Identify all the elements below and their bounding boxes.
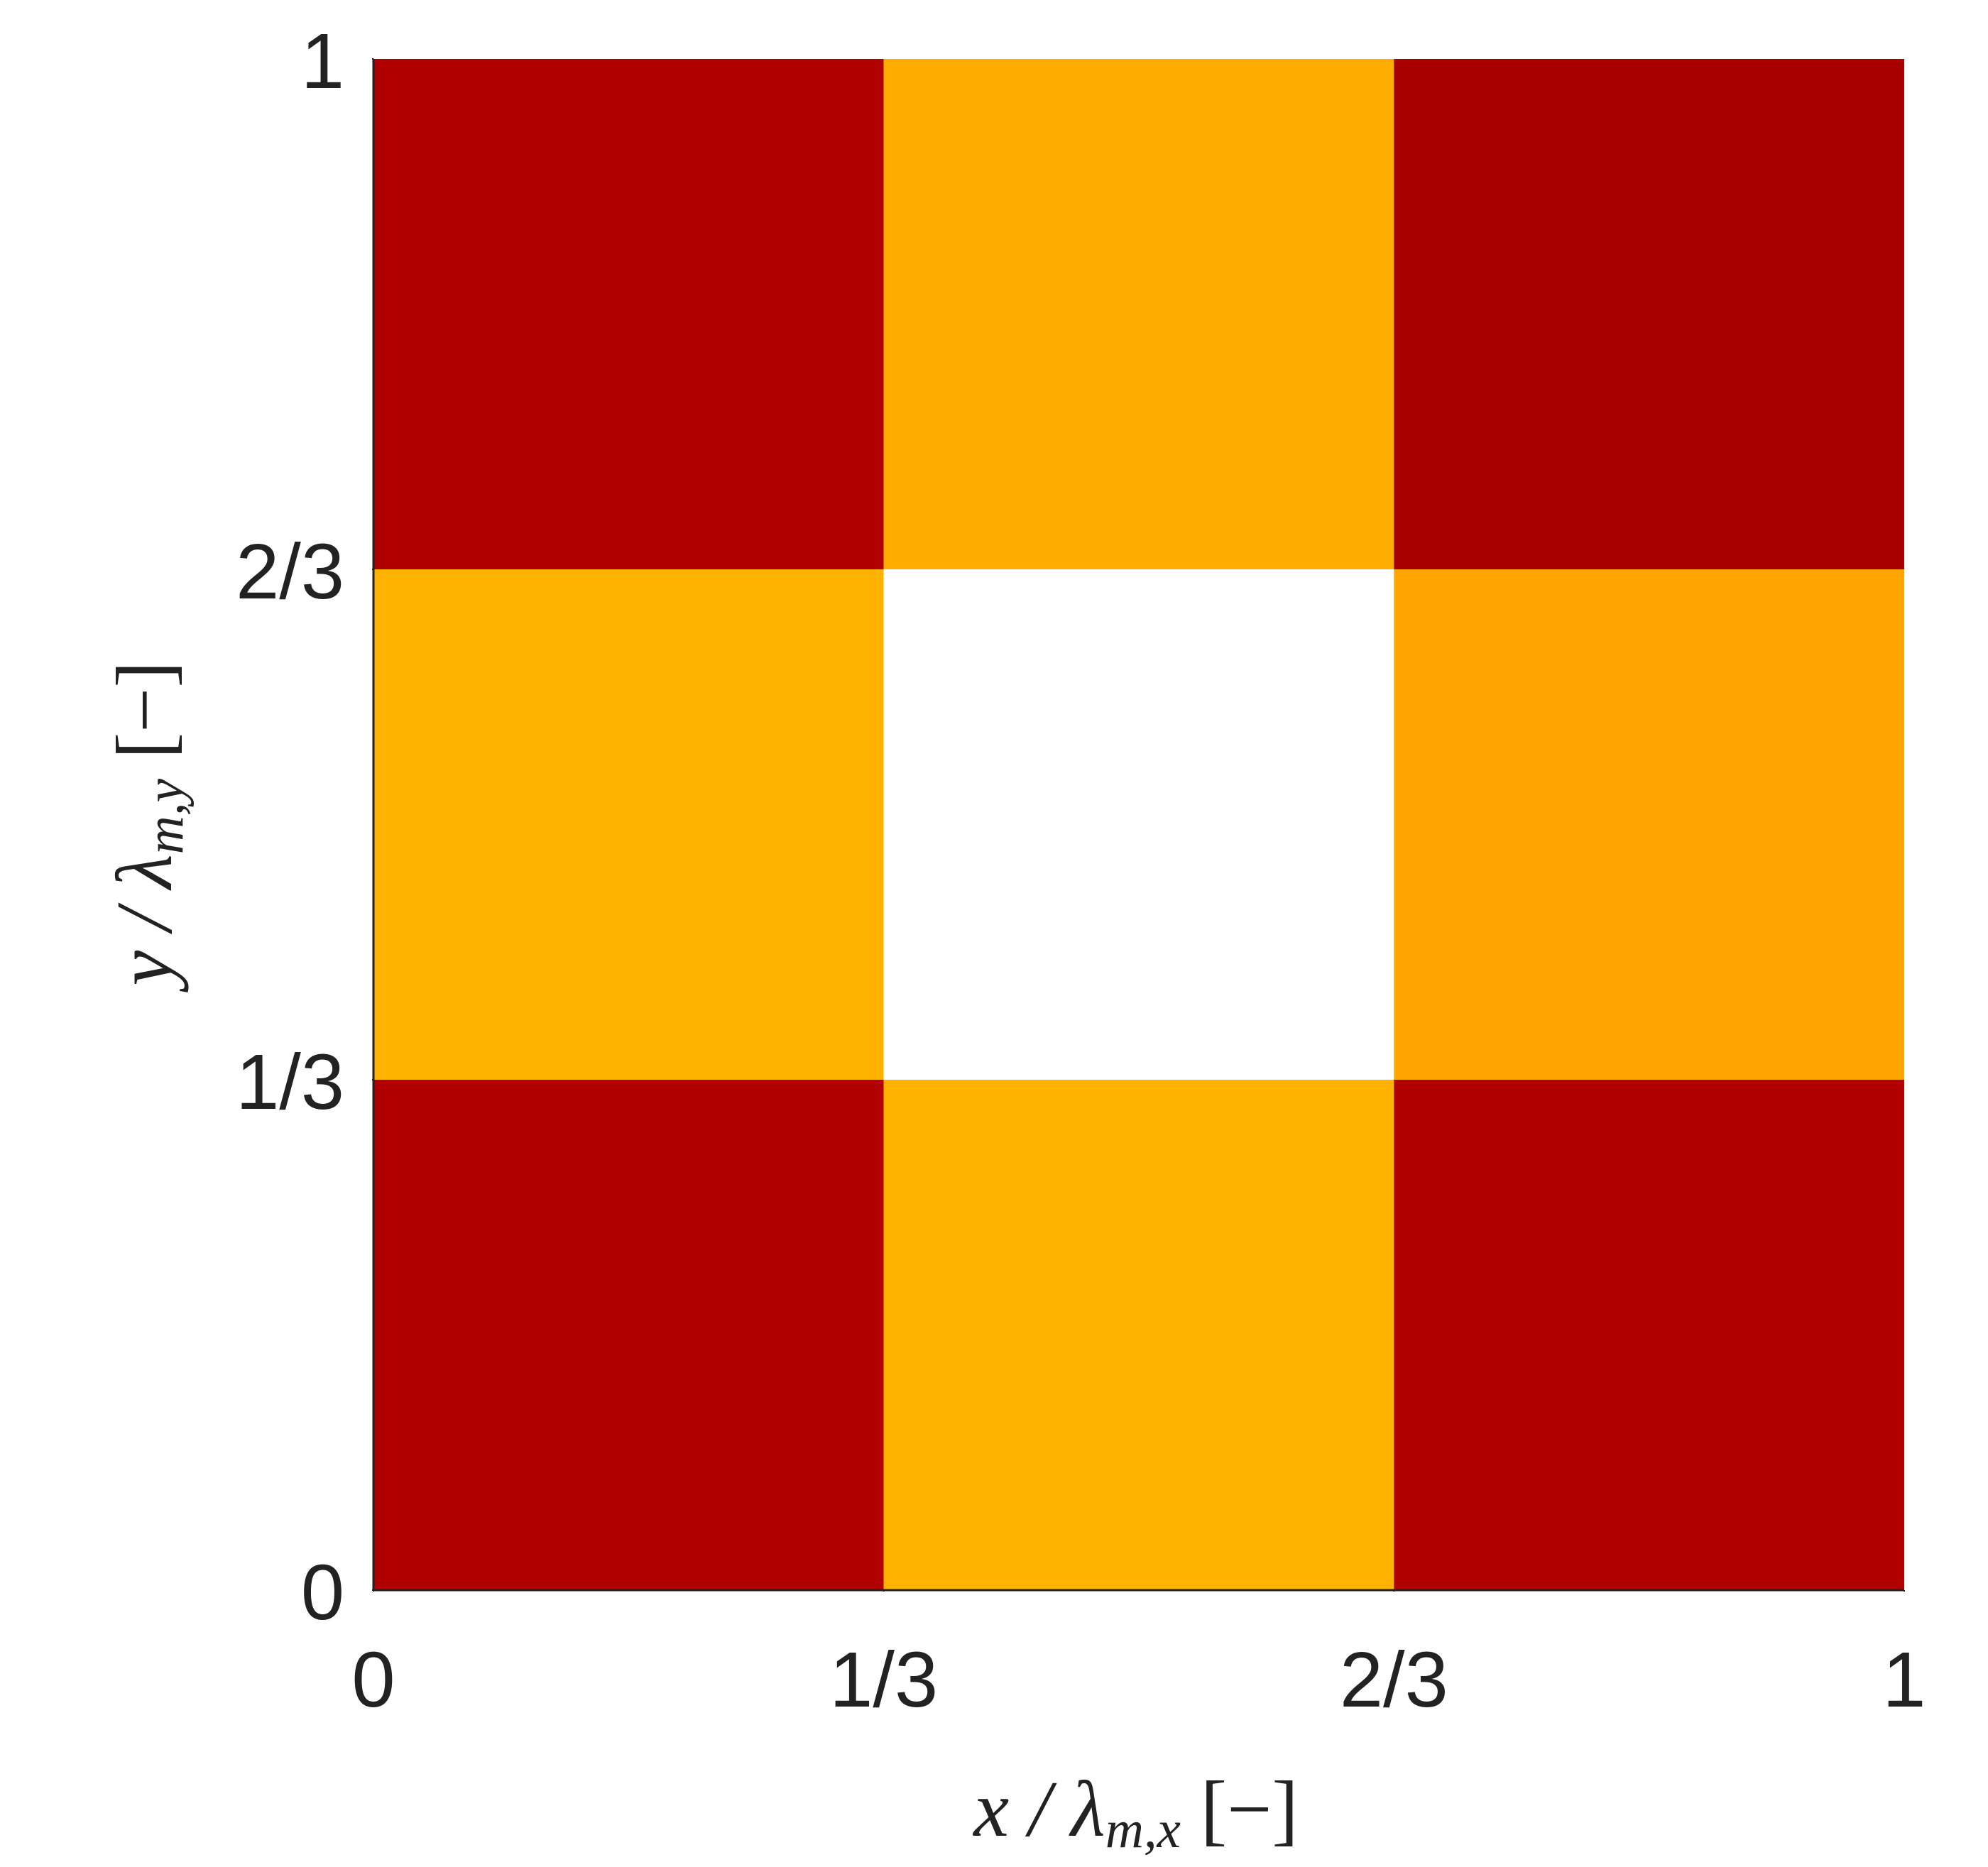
x-label-base: x / λ xyxy=(972,1765,1105,1854)
x-label-sub: m,x xyxy=(1105,1800,1181,1859)
x-label-unit: [−] xyxy=(1181,1765,1299,1854)
y-tick-label: 0 xyxy=(301,1549,344,1636)
y-label-sub: m,y xyxy=(136,778,195,854)
x-tick-label: 1/3 xyxy=(829,1636,938,1724)
heatmap-cell xyxy=(373,1080,884,1590)
heatmap-cell xyxy=(1394,1080,1904,1590)
y-tick-label: 2/3 xyxy=(236,528,344,615)
heatmap-cell xyxy=(373,59,884,569)
x-tick-label: 1 xyxy=(1882,1636,1926,1724)
heatmap-cell xyxy=(373,569,884,1080)
heatmap-cell xyxy=(883,569,1394,1080)
heatmap-cell xyxy=(1394,569,1904,1080)
x-axis-label: x / λm,x [−] xyxy=(972,1765,1298,1860)
y-tick-label: 1/3 xyxy=(236,1039,344,1126)
heatmap-cell xyxy=(883,59,1394,569)
y-label-base: y / λ xyxy=(101,854,189,992)
y-tick-label: 1 xyxy=(301,18,344,105)
heatmap-cell xyxy=(1394,59,1904,569)
y-label-unit: [−] xyxy=(101,661,189,779)
y-axis-label: y / λm,y [−] xyxy=(101,661,195,992)
x-tick-label: 2/3 xyxy=(1340,1636,1448,1724)
heatmap-cell xyxy=(883,1080,1394,1590)
x-tick-label: 0 xyxy=(351,1636,395,1724)
